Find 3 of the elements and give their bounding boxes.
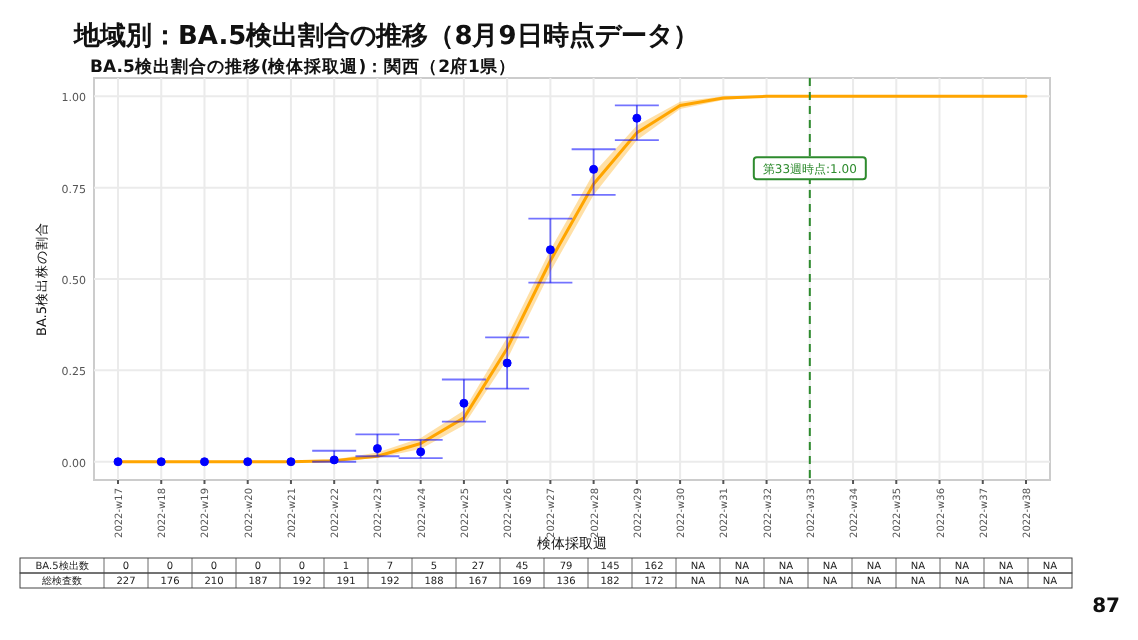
chart-title: 地域別：BA.5検出割合の推移（8月9日時点データ） <box>72 20 699 52</box>
text: 87 <box>1092 596 1121 618</box>
chart-subtitle: BA.5検出割合の推移(検体採取週)：関西（2府1県） <box>90 56 516 78</box>
